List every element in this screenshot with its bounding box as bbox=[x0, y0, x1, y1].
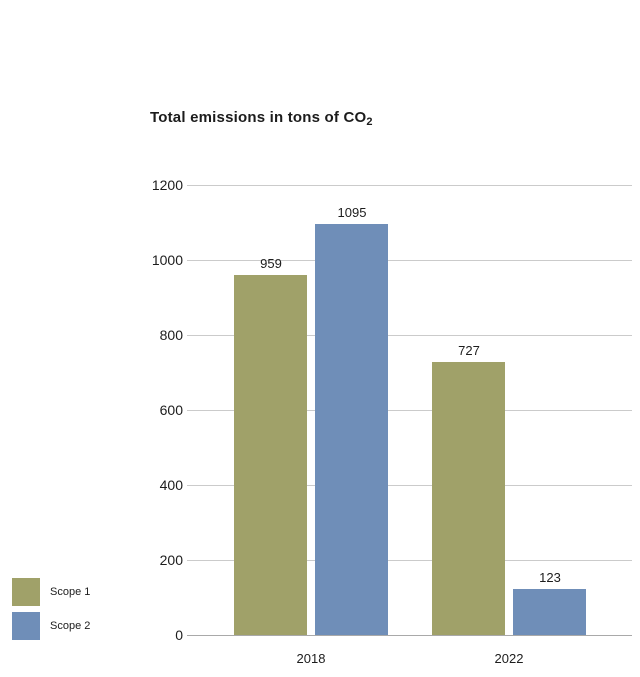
bar-scope2-2018 bbox=[315, 224, 388, 635]
y-axis-tick-label: 1000 bbox=[151, 252, 183, 268]
y-axis-tick-label: 0 bbox=[175, 627, 183, 643]
legend-swatch-scope-2 bbox=[12, 612, 40, 640]
gridline bbox=[187, 335, 632, 336]
bar-value-label: 727 bbox=[458, 343, 480, 358]
chart-title-text: Total emissions in tons of CO bbox=[150, 109, 367, 126]
bar-value-label: 959 bbox=[260, 256, 282, 271]
legend-swatch-scope-1 bbox=[12, 578, 40, 606]
x-axis-line bbox=[187, 635, 632, 636]
y-axis-tick-label: 600 bbox=[159, 402, 183, 418]
bar-scope2-2022 bbox=[513, 589, 586, 635]
y-axis-tick-label: 800 bbox=[159, 327, 183, 343]
x-axis-tick-label: 2018 bbox=[296, 651, 326, 666]
bar-value-label: 123 bbox=[539, 570, 561, 585]
bar-scope1-2018 bbox=[234, 275, 307, 635]
gridline bbox=[187, 185, 632, 186]
legend-label-scope-1: Scope 1 bbox=[50, 586, 91, 598]
bar-scope1-2022 bbox=[432, 362, 505, 635]
y-axis-tick-label: 1200 bbox=[151, 177, 183, 193]
y-axis-tick-label: 400 bbox=[159, 477, 183, 493]
gridline bbox=[187, 485, 632, 486]
bar-value-label: 1095 bbox=[337, 205, 367, 220]
legend-label-scope-2: Scope 2 bbox=[50, 620, 91, 632]
chart-title: Total emissions in tons of CO2 bbox=[150, 109, 373, 128]
gridline bbox=[187, 410, 632, 411]
y-axis-tick-label: 200 bbox=[159, 552, 183, 568]
x-axis-tick-label: 2022 bbox=[494, 651, 524, 666]
gridline bbox=[187, 560, 632, 561]
gridline bbox=[187, 260, 632, 261]
chart-title-subscript: 2 bbox=[366, 116, 373, 128]
